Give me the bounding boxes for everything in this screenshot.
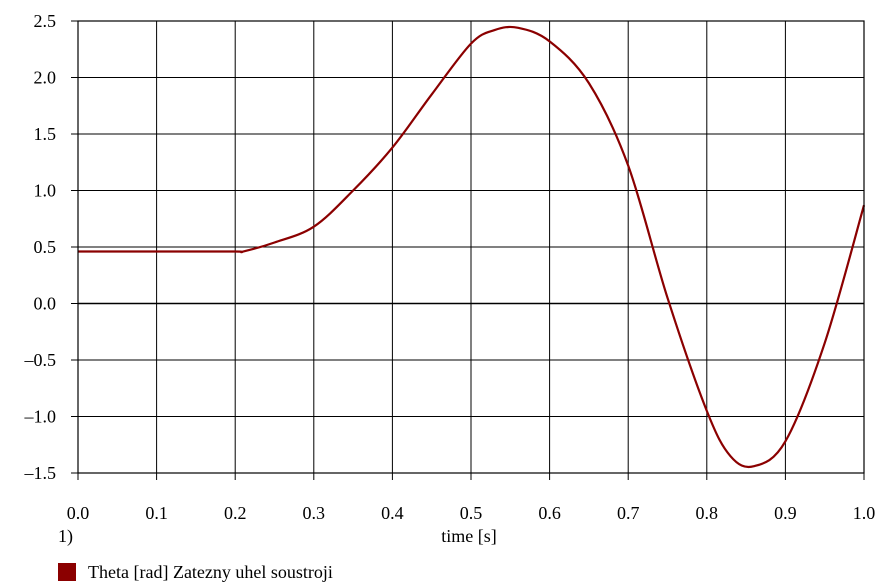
y-tick-label: 0.5: [34, 237, 57, 257]
x-tick-label: 0.7: [617, 503, 640, 523]
y-tick-label: 0.0: [34, 294, 57, 314]
x-tick-label: 0.9: [774, 503, 797, 523]
x-tick-label: 0.2: [224, 503, 247, 523]
y-tick-label: 1.0: [34, 181, 57, 201]
x-tick-label: 0.6: [538, 503, 561, 523]
series-layer: [78, 25, 866, 469]
y-tick-label: –1.5: [24, 463, 57, 483]
grid-lines: [77, 20, 865, 474]
x-tick-label: 1.0: [853, 503, 876, 523]
x-tick-label: 0.5: [460, 503, 483, 523]
plot-frame: [71, 20, 865, 480]
legend-series-label: Theta [rad] Zatezny uhel soustroji: [88, 561, 333, 582]
x-tick-label: 0.4: [381, 503, 404, 523]
series-line: [78, 25, 866, 469]
plot-border: [77, 20, 865, 474]
x-tick-label: 0.8: [696, 503, 719, 523]
y-tick-label: –1.0: [24, 407, 57, 427]
x-tick-label: 0.3: [303, 503, 326, 523]
x-axis-title: time [s]: [441, 526, 497, 546]
tick-labels: 0.0 0.1 0.2 0.3 0.4 0.5 0.6 0.7 0.8 0.9 1.0 2.5 2.0 1…: [24, 11, 876, 523]
x-tick-label: 0.0: [67, 503, 90, 523]
plot-number-label: 1): [58, 526, 73, 547]
y-tick-label: 2.0: [34, 68, 57, 88]
y-tick-label: 1.5: [34, 124, 57, 144]
y-tick-label: –0.5: [24, 350, 57, 370]
legend-swatch: [58, 563, 76, 581]
legend: Theta [rad] Zatezny uhel soustroji: [58, 561, 333, 583]
y-tick-label: 2.5: [34, 11, 57, 31]
x-tick-label: 0.1: [145, 503, 168, 523]
